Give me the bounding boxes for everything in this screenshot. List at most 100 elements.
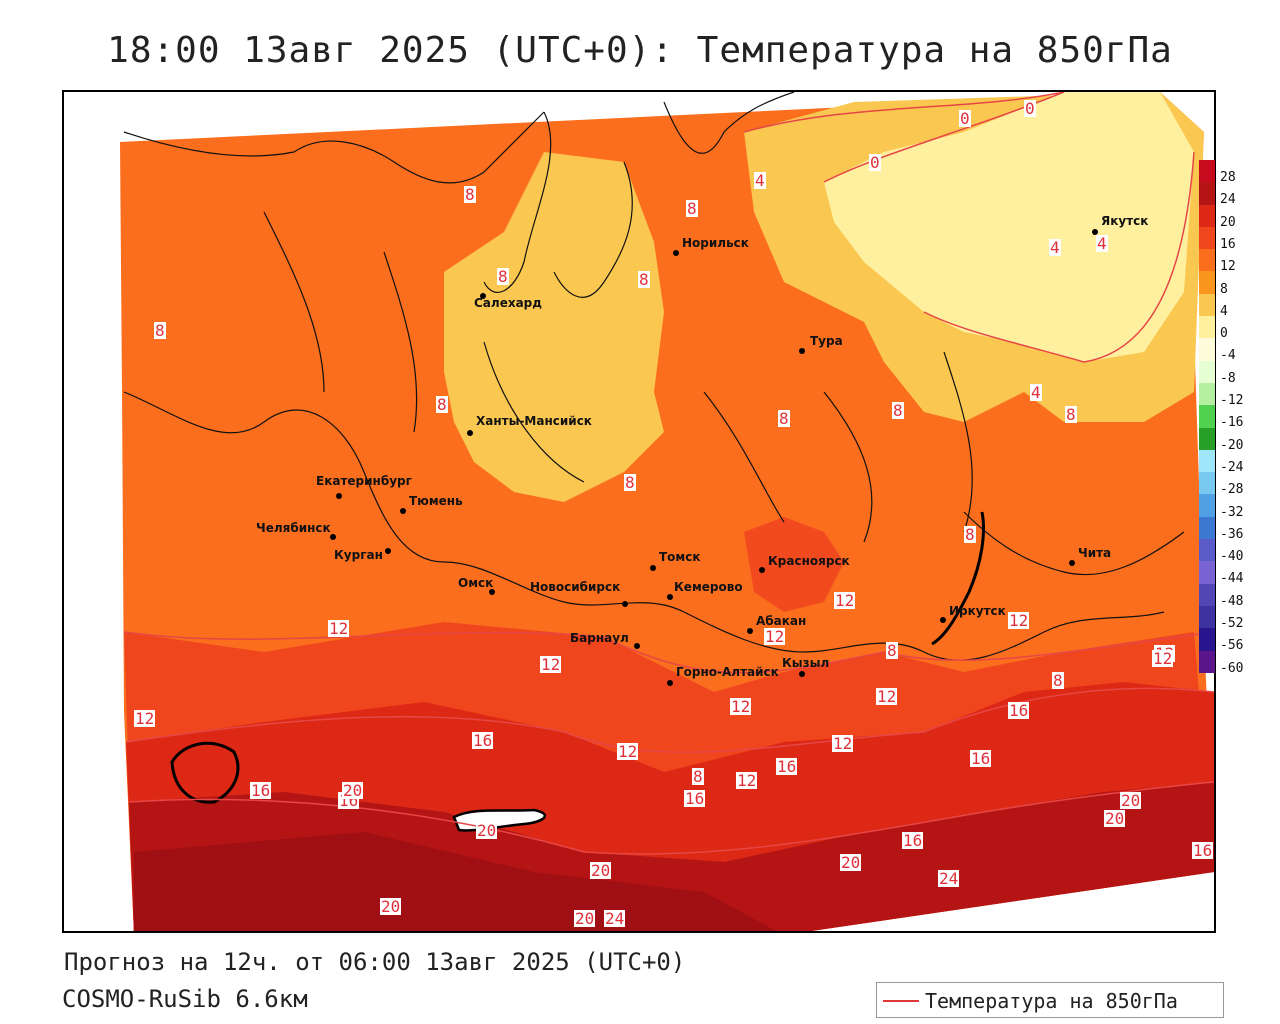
colorbar-segment [1199,405,1215,428]
contour-label: 20 [476,821,498,840]
colorbar-segment [1199,226,1215,250]
colorbar-tick: -32 [1220,504,1244,520]
colorbar-segment [1199,338,1215,361]
colorbar-tick: 20 [1220,214,1236,230]
map-area: Норильск Якутск Салехард Тура Ханты-Мансийск… [62,90,1216,933]
contour-label: 8 [497,267,509,286]
contour-label: 8 [624,473,636,492]
contour-label: 20 [380,897,402,916]
colorbar-tick: -36 [1220,526,1244,542]
contour-label: 20 [590,861,612,880]
contour-label: 8 [1052,671,1064,690]
city-label: Кызыл [782,656,830,670]
colorbar-segment [1199,449,1215,473]
city-dot [336,493,342,499]
contour-label: 8 [778,409,790,428]
contour-label: 12 [736,771,758,790]
model-name: COSMO-RuSib 6.6км [62,985,308,1013]
colorbar-segment [1199,204,1215,227]
colorbar-segment [1199,583,1215,606]
contour-label: 4 [754,171,766,190]
city-dot [480,293,486,299]
colorbar-segment [1199,271,1215,294]
contour-label: 0 [1024,99,1036,118]
contour-label: 16 [970,749,992,768]
colorbar-tick: -4 [1220,348,1236,364]
contour-label: 12 [764,627,786,646]
forecast-info: Прогноз на 12ч. от 06:00 13авг 2025 (UTC… [64,948,686,976]
contour-label: 8 [686,199,698,218]
city-dot [622,601,628,607]
isotherms [123,92,1214,855]
city-label: Курган [334,548,383,562]
colorbar-tick: -44 [1220,571,1244,587]
colorbar-segment [1199,293,1215,317]
colorbar-segment [1199,472,1215,495]
contour-label: 12 [834,591,856,610]
colorbar-tick: -56 [1220,638,1244,654]
city-label: Абакан [756,614,807,628]
city-dot [673,250,679,256]
contour-label: 12 [832,734,854,753]
contour-label: 16 [1008,701,1030,720]
city-label: Горно-Алтайск [676,665,779,679]
aral-sea [170,741,240,804]
colorbar-segment [1199,561,1215,584]
colorbar-tick: -28 [1220,482,1244,498]
contour-label: 12 [730,697,752,716]
zone-4-west [444,152,664,502]
contour-label: 12 [1152,649,1174,668]
city-dot [667,594,673,600]
contour-label: 8 [886,641,898,660]
contour-label: 24 [604,909,626,928]
contour-label: 12 [134,709,156,728]
contour-label: 0 [959,109,971,128]
colorbar-tick: -8 [1220,370,1236,386]
city-label: Тюмень [409,494,463,508]
legend-line [883,1000,919,1002]
colorbar-tick: -48 [1220,593,1244,609]
borders [123,92,1185,661]
contour-label: 8 [154,321,166,340]
colorbar-tick: -20 [1220,437,1244,453]
colorbar [1199,160,1215,673]
city-dot [747,628,753,634]
colorbar-tick: -24 [1220,459,1244,475]
colorbar-segment [1199,360,1215,383]
colorbar-segment [1199,182,1215,205]
colorbar-segment [1199,605,1215,629]
contour-label: 4 [1096,234,1108,253]
colorbar-tick: -12 [1220,393,1244,408]
city-dot [385,548,391,554]
contour-label: 20 [1120,791,1142,810]
city-dot [634,643,640,649]
colorbar-segment [1199,160,1215,183]
city-label: Челябинск [256,521,331,535]
colorbar-tick: 12 [1220,259,1236,275]
contour-label: 16 [1192,841,1214,860]
contour-label: 16 [776,757,798,776]
contour-label: 20 [342,781,364,800]
city-label: Кемерово [674,580,743,594]
colorbar-segment [1199,427,1215,450]
city-dot [759,567,765,573]
colorbar-segment [1199,539,1215,562]
colorbar-tick: -52 [1220,616,1244,631]
colorbar-segment [1199,650,1215,673]
city-label: Якутск [1101,214,1149,228]
colorbar-segment [1199,249,1215,272]
zone-16-krasnoyarsk [744,517,844,612]
colorbar-tick: 0 [1220,326,1228,342]
colorbar-tick: -40 [1220,549,1244,565]
contour-label: 20 [574,909,596,928]
contour-label: 8 [464,185,476,204]
colorbar-tick: 16 [1220,236,1236,252]
city-label: Красноярск [768,554,850,568]
city-dot [489,589,495,595]
city-label: Барнаул [570,631,629,645]
contour-label: 20 [1104,809,1126,828]
colorbar-segment [1199,494,1215,517]
city-label: Тура [810,334,843,348]
contour-label: 12 [328,619,350,638]
city-label: Салехард [474,296,542,310]
